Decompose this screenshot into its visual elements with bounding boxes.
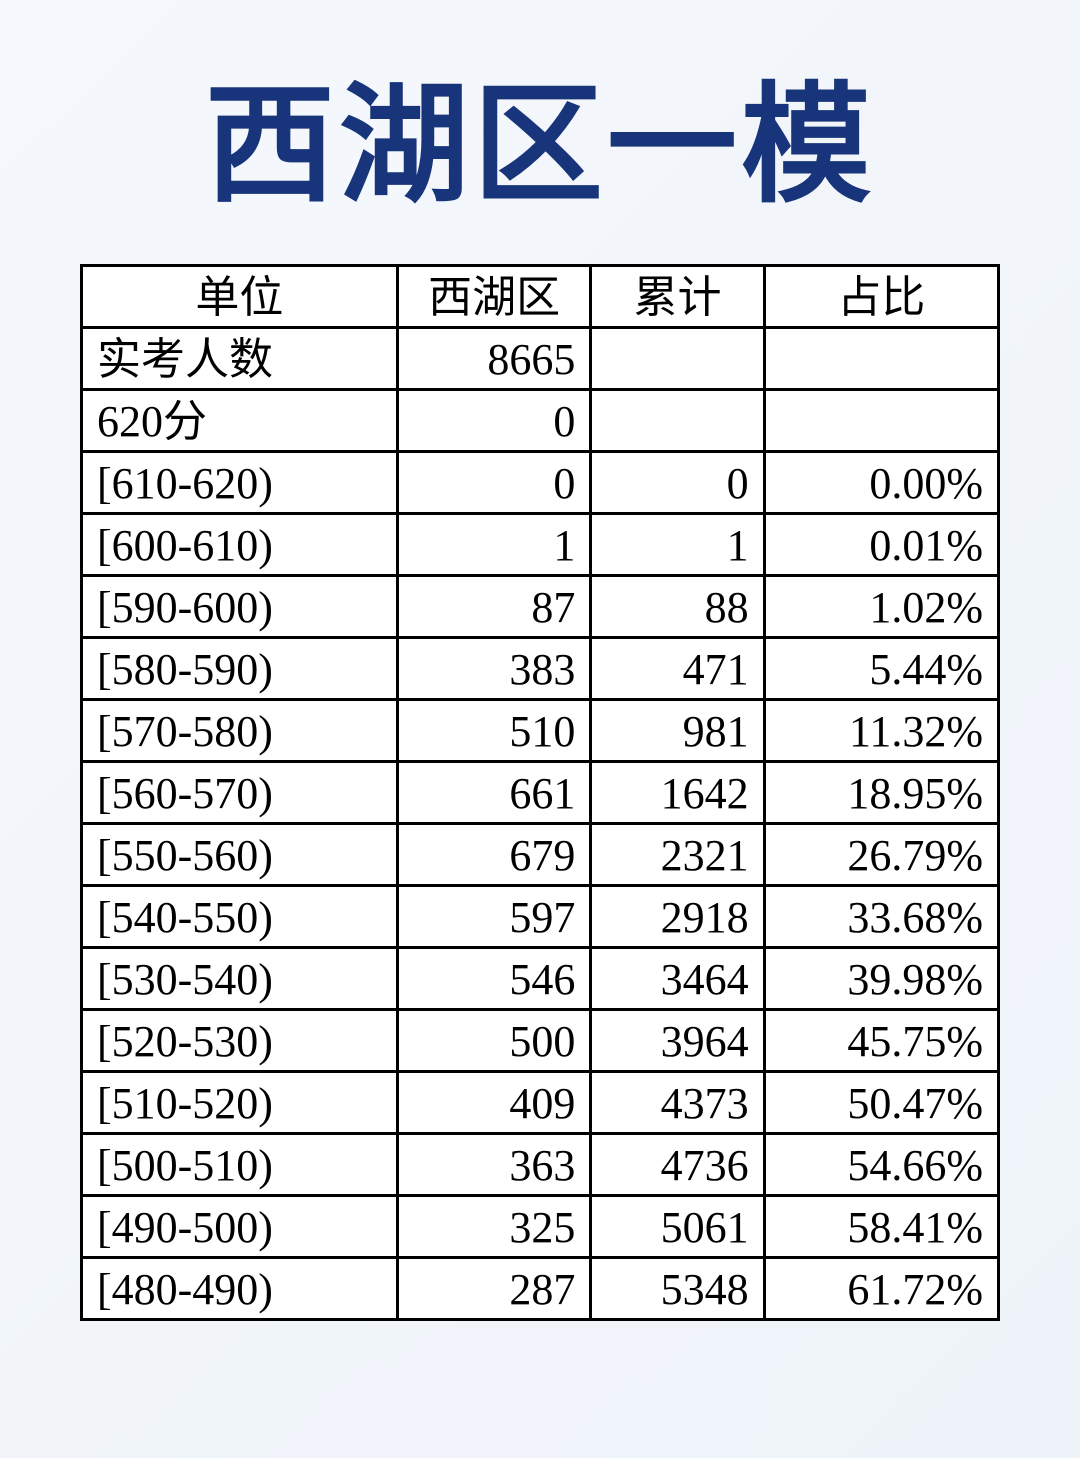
page: 西湖区一模 单位 西湖区 累计 占比 实考人数 8665 620分 0 <box>0 0 1080 1458</box>
cell-unit: [530-540) <box>82 948 398 1010</box>
cell-cum: 2321 <box>591 824 764 886</box>
cell-ratio: 11.32% <box>764 700 998 762</box>
score-table: 单位 西湖区 累计 占比 实考人数 8665 620分 0 [610-620) <box>80 264 1000 1321</box>
cell-ratio <box>764 390 998 452</box>
cell-xihu: 325 <box>397 1196 591 1258</box>
cell-unit: [480-490) <box>82 1258 398 1320</box>
cell-cum: 2918 <box>591 886 764 948</box>
cell-cum: 0 <box>591 452 764 514</box>
cell-xihu: 287 <box>397 1258 591 1320</box>
table-row: [590-600) 87 88 1.02% <box>82 576 999 638</box>
cell-ratio: 33.68% <box>764 886 998 948</box>
table-body: 实考人数 8665 620分 0 [610-620) 0 0 0.00% [60… <box>82 328 999 1320</box>
table-row: [530-540) 546 3464 39.98% <box>82 948 999 1010</box>
cell-cum: 5061 <box>591 1196 764 1258</box>
col-header-unit: 单位 <box>82 266 398 328</box>
table-row: [480-490) 287 5348 61.72% <box>82 1258 999 1320</box>
cell-xihu: 409 <box>397 1072 591 1134</box>
cell-ratio: 5.44% <box>764 638 998 700</box>
table-row: [570-580) 510 981 11.32% <box>82 700 999 762</box>
cell-cum: 471 <box>591 638 764 700</box>
cell-xihu: 1 <box>397 514 591 576</box>
table-row: [520-530) 500 3964 45.75% <box>82 1010 999 1072</box>
cell-xihu: 383 <box>397 638 591 700</box>
cell-xihu: 0 <box>397 390 591 452</box>
cell-cum: 1642 <box>591 762 764 824</box>
table-row: [560-570) 661 1642 18.95% <box>82 762 999 824</box>
table-row: [580-590) 383 471 5.44% <box>82 638 999 700</box>
cell-unit: [490-500) <box>82 1196 398 1258</box>
cell-ratio: 61.72% <box>764 1258 998 1320</box>
cell-cum: 4736 <box>591 1134 764 1196</box>
cell-ratio: 50.47% <box>764 1072 998 1134</box>
table-row: 620分 0 <box>82 390 999 452</box>
cell-cum: 4373 <box>591 1072 764 1134</box>
cell-xihu: 679 <box>397 824 591 886</box>
cell-ratio: 26.79% <box>764 824 998 886</box>
cell-xihu: 546 <box>397 948 591 1010</box>
cell-xihu: 363 <box>397 1134 591 1196</box>
table-row: [540-550) 597 2918 33.68% <box>82 886 999 948</box>
table-header-row: 单位 西湖区 累计 占比 <box>82 266 999 328</box>
col-header-xihu: 西湖区 <box>397 266 591 328</box>
cell-ratio <box>764 328 998 390</box>
table-row: 实考人数 8665 <box>82 328 999 390</box>
cell-cum: 981 <box>591 700 764 762</box>
cell-ratio: 39.98% <box>764 948 998 1010</box>
cell-xihu: 597 <box>397 886 591 948</box>
cell-unit: 620分 <box>82 390 398 452</box>
cell-unit: [550-560) <box>82 824 398 886</box>
cell-xihu: 500 <box>397 1010 591 1072</box>
col-header-cum: 累计 <box>591 266 764 328</box>
table-row: [490-500) 325 5061 58.41% <box>82 1196 999 1258</box>
cell-cum <box>591 390 764 452</box>
cell-ratio: 1.02% <box>764 576 998 638</box>
cell-cum: 1 <box>591 514 764 576</box>
cell-unit: [500-510) <box>82 1134 398 1196</box>
cell-cum: 5348 <box>591 1258 764 1320</box>
cell-ratio: 18.95% <box>764 762 998 824</box>
cell-unit: [540-550) <box>82 886 398 948</box>
cell-ratio: 58.41% <box>764 1196 998 1258</box>
page-title: 西湖区一模 <box>205 40 875 228</box>
cell-xihu: 0 <box>397 452 591 514</box>
col-header-ratio: 占比 <box>764 266 998 328</box>
cell-cum: 88 <box>591 576 764 638</box>
table-row: [550-560) 679 2321 26.79% <box>82 824 999 886</box>
cell-unit: [570-580) <box>82 700 398 762</box>
cell-unit: [610-620) <box>82 452 398 514</box>
table-row: [510-520) 409 4373 50.47% <box>82 1072 999 1134</box>
cell-cum: 3964 <box>591 1010 764 1072</box>
cell-ratio: 0.00% <box>764 452 998 514</box>
cell-unit: [520-530) <box>82 1010 398 1072</box>
cell-xihu: 87 <box>397 576 591 638</box>
cell-xihu: 510 <box>397 700 591 762</box>
cell-cum: 3464 <box>591 948 764 1010</box>
cell-unit: [560-570) <box>82 762 398 824</box>
table-row: [610-620) 0 0 0.00% <box>82 452 999 514</box>
cell-ratio: 45.75% <box>764 1010 998 1072</box>
cell-unit: [600-610) <box>82 514 398 576</box>
cell-unit: [510-520) <box>82 1072 398 1134</box>
cell-unit: 实考人数 <box>82 328 398 390</box>
cell-xihu: 661 <box>397 762 591 824</box>
cell-ratio: 0.01% <box>764 514 998 576</box>
cell-unit: [590-600) <box>82 576 398 638</box>
table-row: [600-610) 1 1 0.01% <box>82 514 999 576</box>
cell-unit: [580-590) <box>82 638 398 700</box>
cell-xihu: 8665 <box>397 328 591 390</box>
cell-ratio: 54.66% <box>764 1134 998 1196</box>
table-row: [500-510) 363 4736 54.66% <box>82 1134 999 1196</box>
cell-cum <box>591 328 764 390</box>
